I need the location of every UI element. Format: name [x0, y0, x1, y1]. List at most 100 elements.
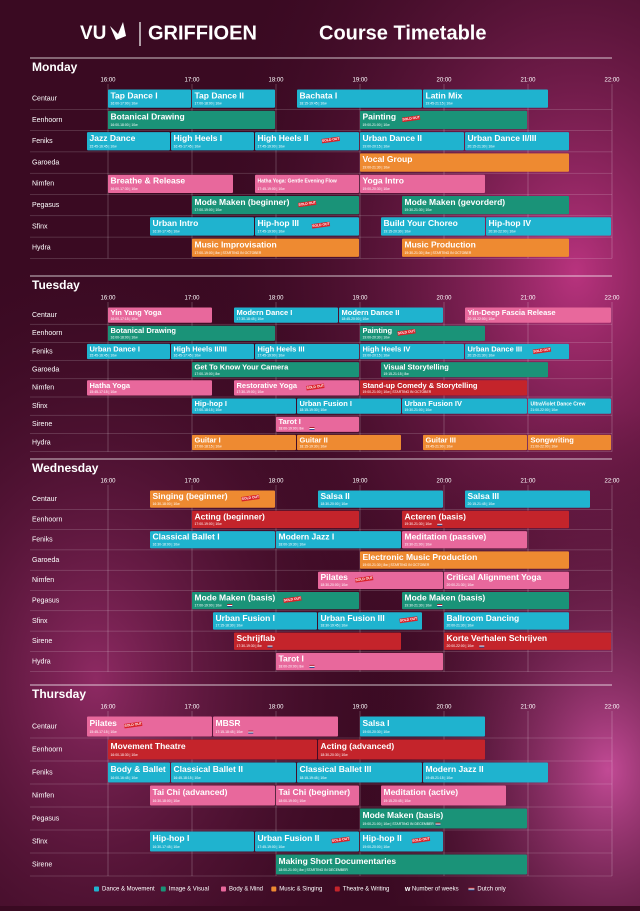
- course: Mode Maken (basis) 19:00-21:00 | 10w | ST…: [360, 808, 527, 829]
- course-detail: 17:00-19:00 | 10w: [195, 208, 223, 212]
- dutch-flag: [479, 644, 485, 646]
- course-block: [360, 174, 485, 193]
- room-name: Eenhoorn: [32, 516, 62, 523]
- legend-label: Dance & Movement: [102, 887, 155, 893]
- dutch-flag: [468, 887, 475, 889]
- logo-icon: [110, 22, 126, 40]
- course-detail: 19:00-20:30 | 10w: [363, 730, 391, 734]
- course-block: [234, 380, 359, 396]
- sold-out-text: SOLD OUT: [124, 721, 143, 728]
- legend-label: Image & Visual: [169, 887, 209, 893]
- time-label: 22:00: [604, 78, 620, 84]
- course: Music Improvisation 17:00-19:00 | 8w | ST…: [192, 238, 359, 257]
- course-name: Pilates: [321, 572, 349, 582]
- sold-out-text: SOLD OUT: [400, 616, 419, 623]
- course-detail: 18:00-19:00 | 10w: [279, 799, 307, 803]
- course-name: Ballroom Dancing: [447, 613, 520, 623]
- sold-out-text: SOLD OUT: [283, 596, 302, 603]
- time-label: 22:00: [604, 479, 620, 485]
- course: Hip-hop II 19:00-20:00 | 10w SOLD OUT: [360, 831, 443, 852]
- course-block: [297, 398, 401, 414]
- legend-swatch: [94, 886, 99, 892]
- course-block: [465, 490, 590, 508]
- course-detail: 16:00-16:45 | 10w: [111, 776, 139, 780]
- course-block: [108, 325, 275, 341]
- course-name: Guitar I: [195, 435, 221, 444]
- course-detail: 16:00-18:00 | 10w: [111, 335, 139, 339]
- dutch-flag: [437, 605, 443, 607]
- course: Mode Maken (gevorderd)19:30-21:30 | 10w: [402, 196, 569, 215]
- course-block: [150, 831, 254, 852]
- course-detail: 16:00-18:00 | 10w: [111, 123, 139, 127]
- course-detail: 19:30-21:30 | 8w | STARTING IN OCTOBER: [405, 251, 472, 255]
- course-detail: 18:15-19:30 | 10w: [300, 408, 328, 412]
- course-detail: 19:00-20:00 | 10w: [363, 845, 391, 849]
- dutch-flag: [468, 888, 475, 890]
- course: Hatha Yoga: Gentle Evening Flow 17:45-19:…: [255, 174, 359, 193]
- course-block: [108, 174, 233, 193]
- course-name: Guitar II: [300, 435, 328, 444]
- course-name: Songwriting: [531, 435, 575, 444]
- course-name: Urban Dance II/III: [468, 133, 537, 143]
- course-name: Jazz Dance: [90, 133, 136, 143]
- course-block: [171, 762, 296, 783]
- course-block: [87, 343, 170, 360]
- course: Classical Ballet III 18:15-19:45 | 10w: [297, 762, 422, 783]
- course-block: [192, 434, 296, 451]
- dutch-flag: [309, 664, 315, 666]
- course-detail: 19:30-21:30 | 10w: [405, 522, 433, 526]
- course-detail: 19:30-21:30 | 10w: [405, 208, 433, 212]
- course-block: [318, 571, 443, 589]
- course-detail: 18:45-20:00 | 10w: [342, 317, 370, 321]
- room-name: Hydra: [32, 439, 51, 446]
- time-label: 22:00: [604, 296, 620, 302]
- course-detail: 19:30-21:00 | 10w: [405, 408, 433, 412]
- room-name: Garoeda: [32, 557, 59, 564]
- legend-swatch: [221, 886, 226, 892]
- room-name: Sirene: [32, 421, 52, 428]
- course-detail: 17:45-19:00 | 10w: [258, 845, 286, 849]
- time-label: 19:00: [352, 296, 368, 302]
- course: Body & Ballet 16:00-16:45 | 10w: [108, 762, 170, 783]
- course-detail: 15:45-16:45 | 10w: [90, 144, 118, 148]
- course-detail: 18:00-19:30 | 10w: [279, 542, 307, 546]
- course-block: [192, 398, 296, 414]
- course-name: Urban Fusion I: [216, 613, 276, 623]
- course-name: Salsa I: [363, 718, 390, 728]
- course-block: [444, 612, 569, 630]
- course-block: [360, 716, 485, 737]
- time-label: 19:00: [352, 479, 368, 485]
- time-label: 18:00: [268, 705, 284, 711]
- course-block: [192, 238, 359, 257]
- dutch-flag: [479, 646, 485, 648]
- course-name: Botanical Drawing: [111, 112, 185, 122]
- course: Meditation (passive)19:30-21:00 | 10w: [402, 531, 527, 549]
- dutch-flag: [437, 522, 443, 524]
- course-name: Mode Maken (basis): [405, 592, 486, 602]
- course-detail: 19:45-21:15 | 10w: [426, 776, 454, 780]
- room-name: Sirene: [32, 861, 52, 868]
- time-label: 17:00: [184, 705, 200, 711]
- course-name: Tai Chi (beginner): [279, 787, 351, 797]
- course-name: Yin Yang Yoga: [111, 308, 163, 317]
- grid: Monday 16:00 17:00 18:00 19:00 20:00 21:00 22:0…: [30, 57, 620, 877]
- course-block: [465, 307, 611, 323]
- course-block: [171, 343, 254, 360]
- course-detail: 21:00-22:00 | 10w: [531, 445, 559, 449]
- course: Classical Ballet II 16:45-18:15 | 10w: [171, 762, 296, 783]
- sold-out-text: SOLD OUT: [332, 836, 351, 843]
- course-block: [192, 89, 275, 108]
- course-name: Guitar III: [426, 435, 456, 444]
- course-detail: 17:30-18:45 | 10w: [237, 317, 265, 321]
- course-name: Hip-hop IV: [489, 218, 532, 228]
- time-label: 22:00: [604, 705, 620, 711]
- course-block: [318, 490, 443, 508]
- course-name: Body & Ballet: [111, 764, 166, 774]
- course: Stand-up Comedy & Storytelling19:00-21:0…: [360, 380, 527, 396]
- course-name: Bachata I: [300, 90, 338, 100]
